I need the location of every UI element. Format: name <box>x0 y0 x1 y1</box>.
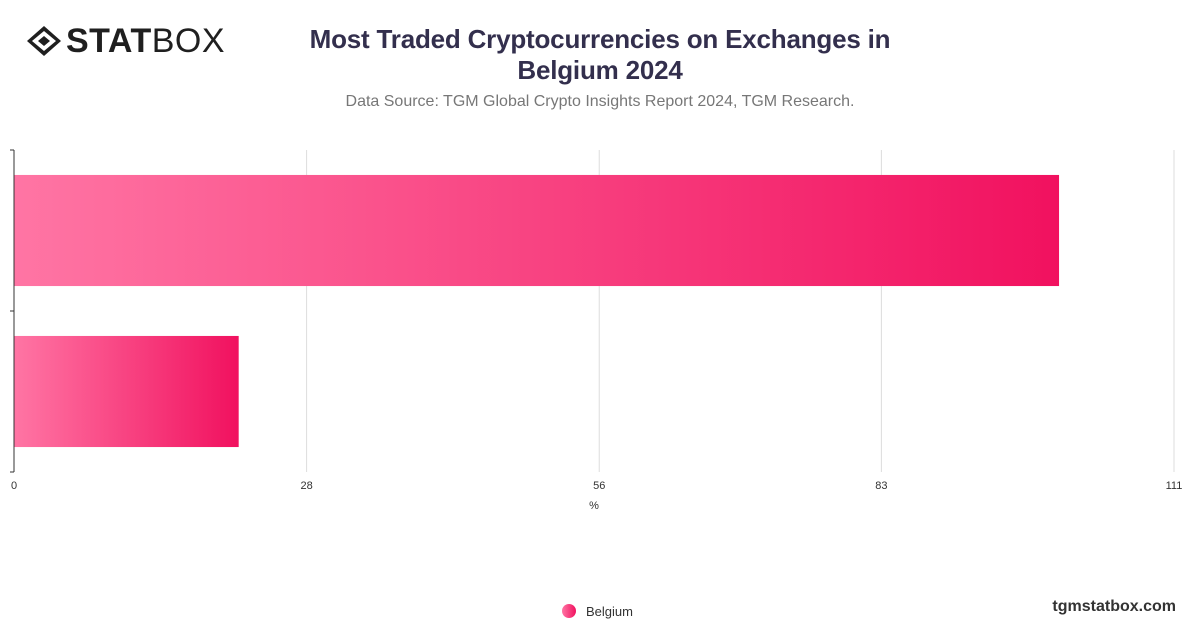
x-tick-label: 0 <box>11 480 17 492</box>
bar <box>14 335 239 448</box>
statbox-wordmark-light: BOX <box>151 22 226 60</box>
statbox-logo: STATBOX <box>26 24 225 58</box>
x-tick-label: 111 <box>1166 480 1183 492</box>
legend-label-belgium: Belgium <box>586 603 633 619</box>
chart-subtitle: Data Source: TGM Global Crypto Insights … <box>345 93 855 110</box>
chart-legend: Belgium <box>562 603 633 619</box>
bar <box>14 174 1060 287</box>
x-tick-label: 56 <box>593 480 605 492</box>
label-layer: 0 28 56 83 111% <box>11 480 1182 512</box>
statbox-logo-icon <box>27 26 61 56</box>
website-link[interactable]: tgmstatbox.com <box>1052 598 1176 615</box>
circle-icon <box>562 604 576 618</box>
x-tick-label: 28 <box>300 480 312 492</box>
x-axis-title: % <box>589 500 599 512</box>
bar-layer <box>14 174 1060 448</box>
statbox-wordmark-bold: STAT <box>66 22 152 60</box>
x-tick-label: 83 <box>875 480 887 492</box>
chart-title: Most Traded Cryptocurrencies on Exchange… <box>309 24 891 85</box>
statbox-wordmark: STATBOX <box>66 24 225 58</box>
axis-layer <box>10 149 15 473</box>
